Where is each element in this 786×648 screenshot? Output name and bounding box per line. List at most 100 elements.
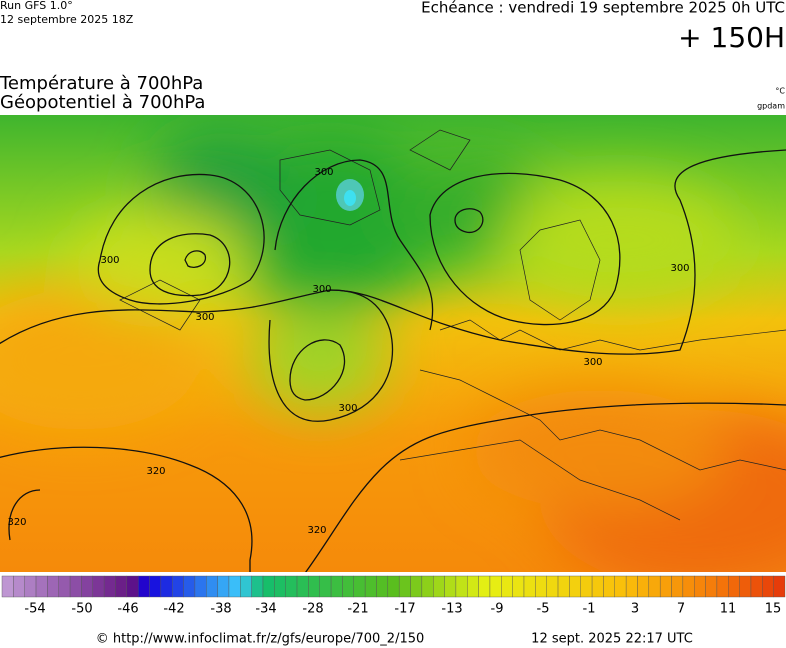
contour-label: 300: [195, 312, 214, 323]
run: Run GFS 1.0°: [0, 0, 73, 12]
colorbar-swatch: [342, 575, 354, 598]
cold-core-center: [344, 190, 356, 206]
colorbar-swatch: [330, 575, 343, 598]
colorbar-swatch: [274, 575, 286, 598]
colorbar-swatch: [512, 575, 525, 598]
colorbar-swatch: [648, 575, 661, 598]
colorbar-swatch: [353, 575, 366, 598]
colorbar-swatch: [13, 575, 25, 598]
contour-label: 300: [100, 255, 119, 266]
unit-geo: gpdam: [757, 102, 785, 111]
temperature-field: [0, 130, 786, 572]
colorbar-swatch: [705, 575, 718, 598]
colorbar-swatch: [535, 575, 547, 598]
colorbar-swatch: [421, 575, 434, 598]
colorbar-swatch: [762, 575, 774, 598]
colorbar-label: -9: [491, 602, 504, 617]
colorbar-swatch: [308, 575, 320, 598]
colorbar-swatch: [694, 575, 706, 598]
colorbar-label: -46: [117, 602, 138, 617]
colorbar-swatch: [569, 575, 581, 598]
colorbar-label: 15: [765, 602, 782, 617]
colorbar-label: -21: [347, 602, 368, 617]
colorbar-label: -50: [71, 602, 92, 617]
colorbar-swatch: [501, 575, 513, 598]
colorbar-swatch: [149, 575, 162, 598]
contours: [0, 149, 786, 572]
colorbar-swatch: [614, 575, 627, 598]
map: [0, 115, 786, 572]
colorbar-swatch: [251, 575, 264, 598]
colorbar-swatch: [81, 575, 93, 598]
colorbar-swatch: [546, 575, 559, 598]
colorbar-swatch: [126, 575, 139, 598]
colorbar: -54 -50 -46 -42 -38 -34 -28 -21 -17 -13 -9 -5 -1 3 7 11…: [1, 575, 786, 617]
colorbar-swatch: [387, 575, 400, 598]
colorbar-swatch: [24, 575, 37, 598]
colorbar-swatch: [455, 575, 468, 598]
colorbar-swatch: [137, 575, 150, 598]
colorbar-swatch: [103, 575, 116, 598]
colorbar-swatch: [478, 575, 491, 598]
colorbar-swatch: [285, 575, 298, 598]
colorbar-swatch: [1, 575, 14, 598]
colorbar-swatch: [228, 575, 241, 598]
colorbar-swatch: [739, 575, 752, 598]
colorbar-swatch: [489, 575, 502, 598]
echeance: Echéance : vendredi 19 septembre 2025 0h…: [421, 0, 785, 17]
colorbar-swatch: [364, 575, 377, 598]
run-time: 12 septembre 2025 18Z: [0, 13, 134, 26]
colorbar-swatch: [716, 575, 729, 598]
colorbar-swatch: [183, 575, 196, 598]
lead-time: + 150H: [678, 21, 785, 54]
colorbar-swatch: [410, 575, 423, 598]
colorbar-label: -34: [255, 602, 276, 617]
colorbar-swatch: [217, 575, 230, 598]
colorbar-label: 11: [720, 602, 737, 617]
contour-labels: 300 300 300 300 300 300 300 320 320 320: [7, 167, 689, 536]
colorbar-swatch: [773, 575, 786, 598]
colorbar-swatch: [58, 575, 71, 598]
colorbar-label: 3: [631, 602, 639, 617]
colorbar-label: -28: [302, 602, 323, 617]
contour-label: 300: [312, 284, 331, 295]
contour-label: 300: [670, 263, 689, 274]
colorbar-label: -13: [441, 602, 462, 617]
colorbar-swatch: [444, 575, 457, 598]
colorbar-swatch: [398, 575, 411, 598]
colorbar-swatch: [376, 575, 389, 598]
coastlines: [119, 129, 786, 521]
colorbar-swatch: [591, 575, 604, 598]
colorbar-swatch: [172, 575, 184, 598]
colorbar-swatch: [206, 575, 218, 598]
colorbar-swatch: [35, 575, 48, 598]
colorbar-swatch: [603, 575, 615, 598]
colorbar-swatch: [69, 575, 82, 598]
colorbar-swatch: [682, 575, 695, 598]
colorbar-label: -17: [394, 602, 415, 617]
colorbar-label: -1: [583, 602, 596, 617]
contour-label: 300: [314, 167, 333, 178]
unit-temp: °C: [775, 87, 785, 96]
colorbar-swatch: [580, 575, 593, 598]
contour-label: 320: [7, 517, 26, 528]
colorbar-swatch: [433, 575, 445, 598]
contour-label: 320: [146, 466, 165, 477]
colorbar-swatch: [625, 575, 638, 598]
colorbar-swatch: [750, 575, 763, 598]
colorbar-swatch: [523, 575, 536, 598]
colorbar-swatch: [319, 575, 332, 598]
contour-label: 320: [307, 525, 326, 536]
colorbar-swatch: [671, 575, 684, 598]
colorbar-swatch: [240, 575, 252, 598]
colorbar-swatch: [47, 575, 59, 598]
title-line2: Géopotentiel à 700hPa: [0, 92, 205, 113]
colorbar-swatch: [160, 575, 173, 598]
colorbar-swatch: [467, 575, 479, 598]
colorbar-swatch: [262, 575, 275, 598]
colorbar-swatch: [659, 575, 672, 598]
colorbar-label: -38: [210, 602, 231, 617]
colorbar-label: -54: [24, 602, 45, 617]
colorbar-swatch: [728, 575, 740, 598]
